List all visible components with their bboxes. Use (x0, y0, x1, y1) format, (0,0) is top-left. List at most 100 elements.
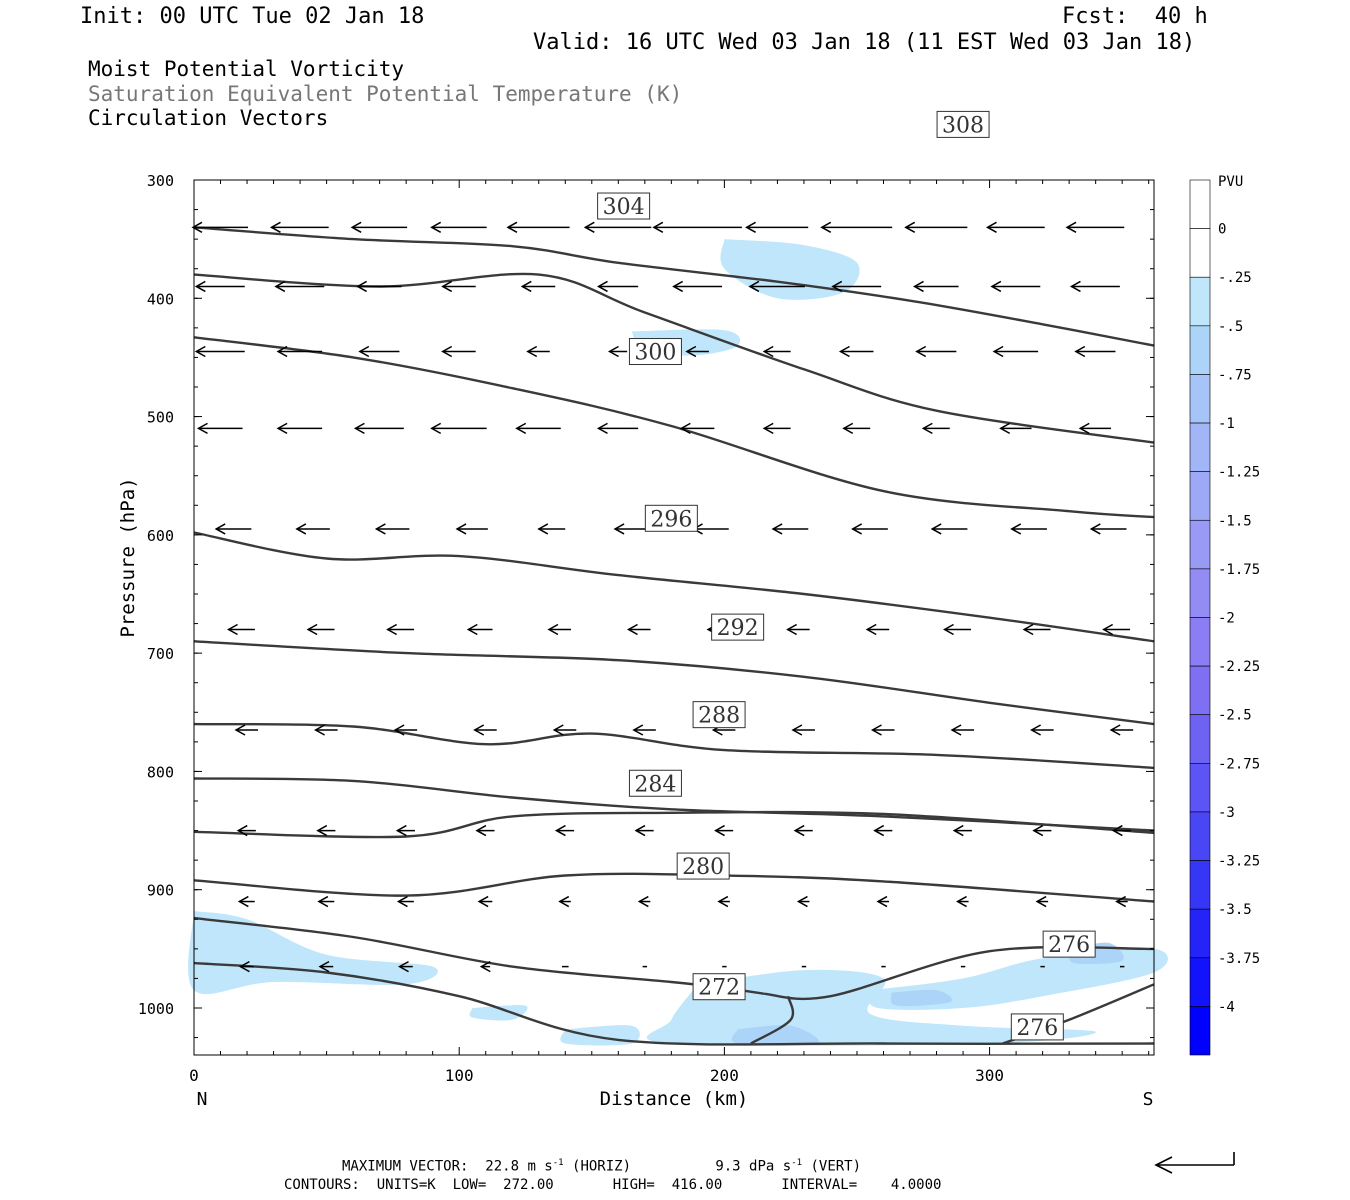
circulation-vector (613, 523, 649, 535)
max-horiz-unit: (HORIZ) (572, 1158, 632, 1175)
circulation-vector (473, 724, 497, 736)
circulation-vector (992, 345, 1039, 358)
vector-head (915, 345, 927, 358)
contour-label: 300 (628, 338, 682, 366)
vector-head (274, 280, 286, 293)
circulation-vector (999, 422, 1032, 435)
vector-head (1035, 895, 1047, 908)
vector-head (607, 345, 619, 358)
contour-label-box (692, 701, 746, 729)
circulation-vector (1069, 280, 1120, 293)
vector-head (358, 345, 370, 358)
circulation-vector (477, 895, 493, 908)
theta-contour (193, 531, 1155, 643)
circulation-vector (234, 724, 259, 736)
max-horiz-value: 22.8 m s (485, 1158, 553, 1175)
vector-head (234, 724, 246, 736)
circulation-vector (1089, 523, 1127, 535)
vector-head (441, 280, 453, 293)
vector-head (506, 221, 518, 233)
circulation-vector (679, 422, 715, 435)
max-vert-value: 9.3 dPa s (715, 1158, 792, 1175)
vector-head (194, 345, 206, 358)
contour-label: 280 (676, 852, 730, 880)
y-axis-title: Pressure (hPa) (117, 477, 139, 637)
contour-label-text: 276 (1048, 933, 1090, 958)
circulation-vector (786, 623, 810, 636)
forecast-hour: Fcst: 40 h (1062, 4, 1208, 29)
vector-head (350, 221, 362, 233)
vector-head (912, 280, 924, 293)
vector-head (679, 422, 691, 435)
colorbar-cell (1189, 568, 1211, 618)
circulation-vector (237, 895, 255, 908)
circulation-vector (985, 221, 1045, 233)
colorbar-label: -3.5 (1218, 902, 1252, 918)
circulation-vector (466, 623, 493, 636)
pv-region (469, 1005, 528, 1021)
circulation-vector (441, 345, 476, 358)
vector-head (943, 623, 954, 636)
vector-head (921, 422, 933, 435)
vector-head (276, 345, 288, 358)
vector-head (851, 523, 863, 535)
circulation-vector (1032, 824, 1052, 837)
vector-head (306, 623, 318, 636)
contour-label: 284 (628, 769, 682, 797)
y-tick-label: 300 (147, 172, 174, 190)
circulation-vector (214, 523, 252, 535)
colorbar-cell (1189, 714, 1211, 764)
vector-head (1109, 724, 1121, 736)
circulation-vector (196, 422, 243, 435)
vector-head (398, 960, 409, 973)
circulation-vector (295, 523, 330, 535)
vector-head (831, 280, 843, 293)
contour-label-box (1010, 1013, 1064, 1041)
vector-head (714, 824, 725, 837)
vector-head (226, 623, 238, 636)
vector-head (626, 623, 638, 636)
circulation-vector (943, 623, 971, 636)
theta-contour (193, 810, 1155, 839)
vector-head (526, 345, 538, 358)
vector-head (318, 960, 330, 973)
vector-head (717, 895, 729, 908)
circulation-vector (865, 623, 890, 636)
contour-label: 292 (711, 613, 765, 641)
theta-contour (750, 995, 795, 1045)
x-tick-label: 100 (445, 1066, 474, 1085)
x-axis-title: Distance (km) (600, 1088, 749, 1110)
theta-contour (193, 722, 1155, 770)
colorbar-label: -1 (1218, 416, 1235, 432)
vector-head (552, 724, 564, 736)
vector-head (796, 895, 808, 908)
pv-region (720, 239, 860, 300)
contour-label-text: 276 (1016, 1016, 1058, 1041)
circulation-vector (515, 422, 561, 435)
circulation-vector (873, 824, 893, 837)
circulation-vector (912, 280, 959, 293)
colorbar-cell (1189, 908, 1211, 959)
vector-head (441, 345, 453, 358)
vector-head (870, 724, 882, 736)
circulation-vector (1109, 724, 1134, 736)
colorbar-cell (1189, 471, 1211, 521)
y-tick-label: 600 (147, 527, 174, 545)
vector-head (956, 895, 967, 908)
circulation-vector (276, 345, 323, 358)
contour-label-box (1042, 930, 1096, 958)
pv-shading-layer (188, 239, 1168, 1046)
contour-label-layer: 272 276 276 280 284 288 292 296 300 304 308 (597, 110, 1096, 1041)
circulation-vector (1065, 221, 1125, 233)
vector-head (762, 345, 774, 358)
contour-label: 276 (1042, 930, 1096, 958)
circulation-vector (791, 724, 815, 736)
vector-head (1111, 824, 1123, 837)
vector-head (214, 523, 226, 535)
vector-head (1078, 422, 1090, 435)
colorbar-cell (1189, 374, 1211, 424)
vector-head (473, 724, 485, 736)
title-vectors: Circulation Vectors (88, 106, 329, 130)
contour-label-text: 308 (942, 113, 984, 138)
